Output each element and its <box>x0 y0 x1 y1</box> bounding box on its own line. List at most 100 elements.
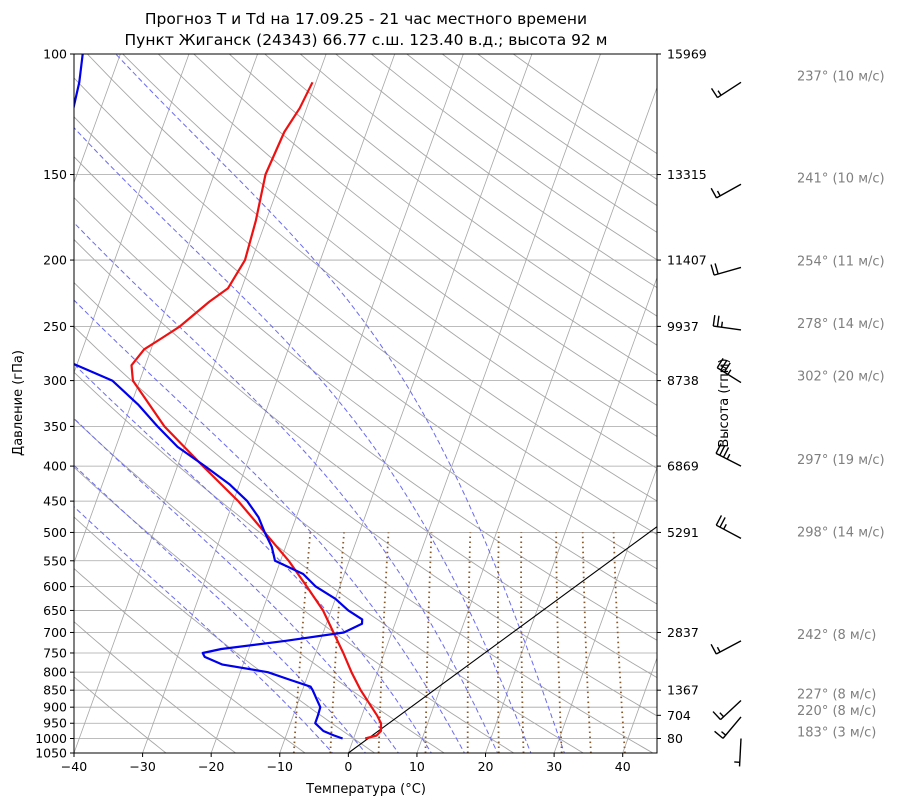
pressure-tick-label: 100 <box>43 47 67 62</box>
x-tick-label: −30 <box>129 759 155 774</box>
moist-adiabat-line <box>74 417 400 753</box>
wind-barb <box>712 699 742 721</box>
x-tick-label: 40 <box>615 759 631 774</box>
pressure-tick-label: 200 <box>43 253 67 268</box>
x-tick-label: 10 <box>409 759 425 774</box>
dry-adiabat-line <box>74 371 585 753</box>
wind-barb <box>710 263 742 276</box>
mixing-ratio-line <box>581 532 592 753</box>
wind-barb <box>714 716 742 739</box>
background-grid <box>74 54 900 753</box>
wind-barb <box>710 640 742 655</box>
pressure-tick-label: 550 <box>43 553 67 568</box>
isotherm-line <box>74 54 258 565</box>
moist-adiabat-line <box>74 506 334 753</box>
height-tick-label: 8738 <box>667 373 699 388</box>
pressure-tick-label: 500 <box>43 525 67 540</box>
moist-adiabat-line <box>74 222 499 753</box>
dry-adiabat-line <box>74 621 237 753</box>
isotherm-line <box>622 656 657 753</box>
pressure-tick-label: 650 <box>43 603 67 618</box>
wind-barb <box>710 81 742 99</box>
height-tick-label: 15969 <box>667 47 707 62</box>
wind-label: 183° (3 м/с) <box>797 725 876 740</box>
height-tick-label: 2837 <box>667 625 699 640</box>
x-tick-label: 20 <box>478 759 494 774</box>
x-tick-label: −10 <box>267 759 293 774</box>
dry-adiabat-line <box>74 281 657 717</box>
moist-adiabat-line <box>74 464 367 753</box>
mixing-ratio-line <box>466 532 472 753</box>
pressure-tick-label: 900 <box>43 700 67 715</box>
isotherm-line <box>74 54 190 374</box>
chart-subtitle: Пункт Жиганск (24343) 66.77 с.ш. 123.40 … <box>125 31 608 49</box>
chart-title: Прогноз T и Td на 17.09.25 - 21 час мест… <box>145 10 587 28</box>
dry-adiabat-line <box>74 326 654 753</box>
height-tick-label: 6869 <box>667 459 699 474</box>
x-axis-label: Температура (°C) <box>305 782 426 797</box>
pressure-tick-label: 800 <box>43 665 67 680</box>
wind-label: 242° (8 м/с) <box>797 628 876 643</box>
wind-barb <box>710 183 742 199</box>
dewpoint-profile-line <box>74 54 364 740</box>
profile-lines <box>74 54 657 753</box>
mixing-ratio-line <box>555 532 563 753</box>
plot-area <box>74 54 657 753</box>
height-tick-label: 5291 <box>667 525 699 540</box>
dry-adiabat-line <box>86 54 657 502</box>
pressure-tick-label: 250 <box>43 319 67 334</box>
wind-label: 220° (8 м/с) <box>797 704 876 719</box>
wind-barb <box>715 515 742 539</box>
dry-adiabat-line <box>228 54 657 376</box>
height-tick-label: 9937 <box>667 319 699 334</box>
wind-label: 278° (14 м/с) <box>797 317 885 332</box>
pressure-tick-label: 350 <box>43 419 67 434</box>
wind-barb <box>734 738 742 767</box>
isotherm-line <box>485 276 657 753</box>
mixing-ratio-line <box>292 532 312 753</box>
isotherm-line <box>553 466 657 753</box>
height-tick-label: 1367 <box>667 683 699 698</box>
pressure-tick-label: 600 <box>43 579 67 594</box>
wind-barb <box>716 358 742 384</box>
wind-profile: 237° (10 м/с) 241° (10 м/с) 254° (11 м/с) 2… <box>710 69 885 767</box>
isotherm-line <box>142 54 396 753</box>
dry-adiabat-line <box>74 676 167 753</box>
dry-adiabat-line <box>74 466 446 753</box>
moist-adiabat-line <box>74 126 532 753</box>
dry-adiabat-line <box>157 54 657 438</box>
x-tick-label: −20 <box>198 759 224 774</box>
dry-adiabat-line <box>74 116 657 570</box>
plot-frame <box>73 53 658 754</box>
isotherm-line <box>74 54 121 184</box>
dry-adiabat-line <box>264 54 657 346</box>
pressure-tick-label: 450 <box>43 494 67 509</box>
wind-label: 298° (14 м/с) <box>797 525 885 540</box>
isotherm-line <box>74 54 327 753</box>
height-tick-label: 704 <box>667 708 691 723</box>
mixing-ratio-line <box>612 532 626 753</box>
x-tick-label: 30 <box>546 759 562 774</box>
dry-adiabat-line <box>122 54 657 469</box>
pressure-tick-label: 750 <box>43 645 67 660</box>
isotherm-line <box>416 86 657 753</box>
y-axis-label-left: Давление (гПа) <box>11 350 26 456</box>
height-tick-label: 11407 <box>667 253 707 268</box>
wind-barb <box>715 443 742 467</box>
isotherm-line <box>347 54 601 753</box>
isotherm-line <box>210 54 464 753</box>
isotherm-line <box>760 54 900 753</box>
height-tick-label: 13315 <box>667 167 707 182</box>
wind-label: 227° (8 м/с) <box>797 687 876 702</box>
temperature-profile-line <box>130 81 383 740</box>
wind-label: 297° (19 м/с) <box>797 453 885 468</box>
wind-label: 237° (10 м/с) <box>797 69 885 84</box>
axis-ticks: −40 −30 −20 −10 0 10 20 30 40 100 150 200 250 300 350 4… <box>35 47 707 775</box>
x-tick-label: −40 <box>61 759 87 774</box>
pressure-tick-label: 700 <box>43 625 67 640</box>
mixing-ratio-line <box>497 532 500 753</box>
mixing-ratio-line <box>329 532 345 753</box>
dry-adiabat-line <box>74 196 657 641</box>
dry-adiabat-line <box>74 238 657 679</box>
